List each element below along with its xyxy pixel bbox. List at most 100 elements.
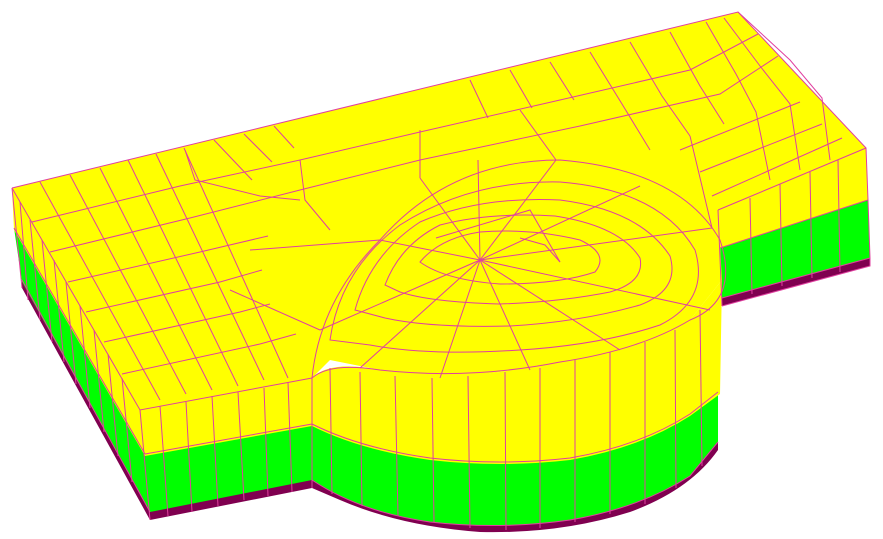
mesh-radial	[479, 185, 641, 261]
mesh-division-line	[263, 387, 269, 497]
mesh-line	[127, 159, 239, 387]
mesh-line	[85, 269, 263, 313]
mesh-line	[229, 289, 321, 331]
mesh-line	[469, 79, 489, 119]
mesh-radial	[479, 159, 557, 261]
mesh-line	[519, 109, 557, 161]
mesh-line	[155, 153, 265, 381]
mesh-line	[121, 333, 297, 375]
mesh-division-line	[674, 329, 677, 489]
mesh-line	[99, 167, 213, 391]
mesh-radial	[319, 259, 481, 331]
boss-yellow-layer	[312, 280, 722, 464]
mesh-division-line	[93, 329, 105, 433]
mesh-line	[589, 51, 651, 151]
mesh-division-line	[29, 219, 41, 321]
mesh-line	[213, 139, 253, 181]
mesh-division-line	[185, 401, 193, 513]
mesh-line	[509, 69, 533, 109]
mesh-division-line	[504, 371, 507, 531]
top-face	[12, 12, 866, 410]
mesh-division-line	[749, 197, 753, 295]
mesh-line	[67, 235, 269, 283]
mesh-line	[629, 41, 691, 137]
mesh-division-line	[431, 377, 435, 523]
mesh-line	[723, 17, 801, 171]
mesh-edge	[717, 147, 867, 211]
mesh-line	[549, 61, 575, 101]
mesh-radial	[379, 239, 481, 261]
mesh-line	[711, 137, 843, 197]
mesh-lines	[11, 11, 871, 531]
mesh-division-line	[394, 375, 399, 517]
mesh-division-line	[19, 201, 29, 301]
mesh-division-line	[809, 171, 813, 279]
mesh-division-line	[159, 405, 169, 517]
boss-ring	[384, 214, 642, 305]
mesh-radial	[359, 259, 481, 369]
mesh-radial	[419, 177, 481, 261]
left-slab-green-layer	[14, 228, 312, 512]
mesh-line	[39, 181, 161, 401]
mesh-division-line	[79, 305, 91, 409]
mesh-edge	[139, 409, 151, 521]
boss-green-layer	[312, 392, 718, 526]
mesh-line	[737, 11, 831, 161]
mesh-line	[669, 31, 725, 125]
boss-ring	[354, 198, 673, 327]
mesh-division-line	[311, 441, 719, 527]
mesh-line	[103, 303, 271, 343]
mesh-division-line	[121, 377, 133, 483]
mesh-radial	[479, 259, 531, 371]
mesh-radial	[477, 159, 481, 261]
right-side-verticals	[719, 159, 871, 299]
mesh-line	[183, 147, 289, 379]
mesh-division-line	[107, 353, 119, 457]
mesh-division-line	[467, 375, 471, 529]
mesh-line	[299, 159, 331, 231]
mesh-division-line	[329, 367, 333, 495]
mesh-division-line	[779, 183, 783, 287]
boss-ring	[329, 181, 699, 353]
mesh-edge	[717, 209, 723, 307]
mesh-division-line	[21, 279, 151, 513]
mesh-division-line	[13, 227, 146, 455]
mesh-line	[679, 101, 801, 151]
mesh-division-line	[53, 259, 65, 363]
mesh-radial	[479, 259, 621, 351]
mesh-division-line	[719, 199, 869, 249]
right-slab-yellow-layer	[718, 148, 868, 248]
left-side-verticals	[13, 201, 313, 517]
mesh-line	[435, 209, 561, 263]
mesh-division-line	[144, 423, 313, 455]
boss-ring-outer	[311, 159, 727, 379]
mesh-line	[699, 123, 823, 173]
mesh-division-line	[699, 309, 703, 467]
boss-side-verticals	[311, 309, 719, 531]
mesh-line	[184, 149, 301, 201]
mesh-division-line	[211, 395, 219, 507]
mesh-division-line	[721, 257, 871, 299]
mesh-division-line	[287, 381, 293, 493]
mesh-line	[243, 133, 273, 163]
mesh-line	[249, 239, 381, 251]
mesh-line	[273, 125, 295, 149]
mesh-division-line	[237, 391, 245, 501]
mesh-line	[519, 237, 561, 263]
mesh-division-line	[311, 391, 719, 463]
top-face-fill	[12, 12, 866, 410]
mesh-division-line	[359, 371, 363, 507]
mesh-line	[705, 21, 771, 181]
mesh-line	[689, 135, 713, 229]
right-slab-green-layer	[720, 198, 870, 298]
mesh-radial	[439, 259, 481, 379]
boss-ring-inner	[419, 230, 601, 285]
mesh-division-line	[41, 239, 53, 343]
mesh-radial	[479, 227, 713, 261]
mesh-division-line	[837, 159, 841, 273]
mesh-radial	[479, 259, 711, 311]
mesh-edge	[11, 187, 23, 289]
mesh-line	[69, 174, 187, 395]
mesh-division-line	[65, 281, 77, 385]
